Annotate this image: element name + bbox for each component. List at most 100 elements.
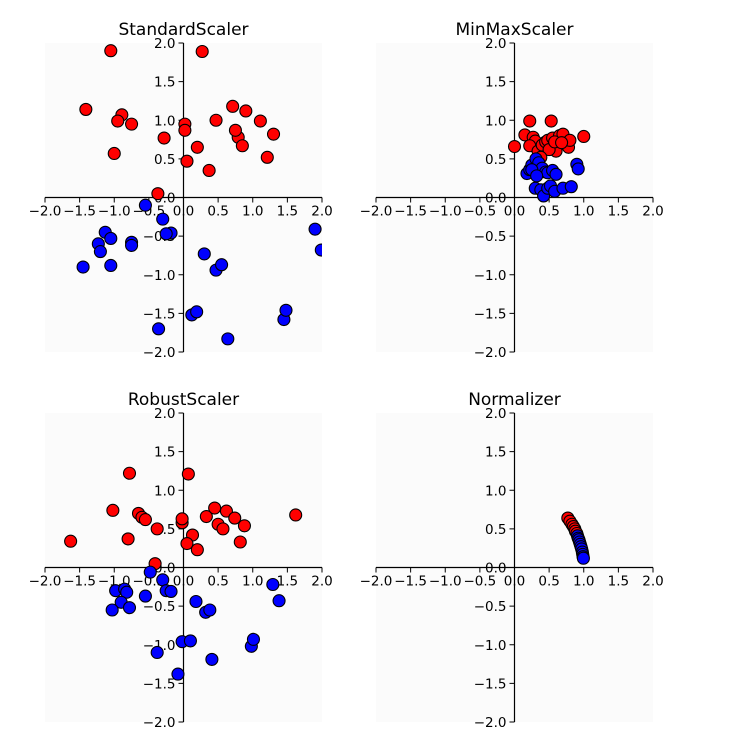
blue-point (138, 198, 152, 212)
y-tick-label: 1.0 (485, 113, 506, 129)
y-tick-label: −1.5 (474, 306, 507, 322)
x-tick-label: 1.5 (277, 574, 298, 590)
y-tick-label: 0.0 (485, 191, 506, 207)
y-tick-label: −1.0 (143, 268, 176, 284)
blue-point (104, 231, 118, 245)
x-tick-label: 1.5 (277, 204, 298, 220)
red-point (178, 123, 192, 137)
red-point (239, 104, 253, 118)
x-tick-label: −1.0 (429, 574, 462, 590)
red-point (199, 509, 213, 524)
blue-point (156, 573, 170, 587)
blue-point (571, 162, 585, 176)
red-point (216, 522, 230, 536)
subplot-3: RobustScaler−2.0 −1.5 −1.0 −0.5 0.0 0.5 1.0 1.5… (29, 390, 333, 731)
blue-point (156, 212, 170, 226)
x-tick-label: −0.5 (463, 204, 496, 220)
y-tick-label: −0.5 (143, 599, 176, 615)
blue-point (138, 589, 152, 603)
x-tick-label: −1.5 (63, 574, 96, 590)
red-point (180, 537, 194, 551)
blue-point (221, 332, 235, 346)
x-tick-label: −0.5 (463, 574, 496, 590)
y-tick-label: 1.0 (485, 483, 506, 499)
x-tick-label: −1.5 (394, 204, 427, 220)
blue-point (272, 594, 286, 608)
blue-point (215, 258, 229, 272)
y-tick-label: 2.0 (485, 36, 506, 52)
blue-point (122, 601, 137, 615)
points-group (76, 44, 322, 346)
red-point (151, 187, 165, 201)
blue-point (576, 551, 590, 565)
x-tick-label: 0.0 (173, 204, 194, 220)
blue-point (205, 652, 219, 666)
x-tick-label: 0.0 (504, 574, 525, 590)
x-tick-label: 1.0 (242, 204, 263, 220)
y-tick-label: 0.5 (154, 152, 175, 168)
blue-point (197, 247, 211, 261)
red-point (260, 150, 274, 164)
blue-point (530, 169, 544, 183)
x-tick-label: 1.5 (608, 204, 629, 220)
red-point (175, 512, 189, 526)
x-tick-label: −1.0 (429, 204, 462, 220)
y-tick-label: −1.5 (143, 306, 176, 322)
red-point (181, 467, 195, 481)
blue-point (308, 222, 322, 236)
subplot-2: MinMaxScaler−2.0 −1.5 −1.0 −0.5 0.0 0.5 1.0 1.5… (360, 20, 664, 361)
x-tick-label: 2.0 (642, 204, 663, 220)
x-tick-label: −2.0 (29, 574, 62, 590)
red-point (253, 114, 267, 128)
points-group (507, 114, 591, 203)
x-tick-label: 0.0 (173, 574, 194, 590)
x-tick-label: 1.0 (573, 204, 594, 220)
y-tick-label: −1.5 (474, 676, 507, 692)
x-tick-label: −1.5 (394, 574, 427, 590)
blue-point (549, 167, 563, 181)
x-tick-label: −2.0 (360, 574, 393, 590)
blue-point (183, 634, 197, 648)
y-tick-label: 1.0 (154, 113, 175, 129)
red-point (150, 522, 164, 536)
subplot-4: Normalizer−2.0 −1.5 −1.0 −0.5 0.0 0.5 1.0 1.5 2.… (360, 390, 664, 731)
blue-point (171, 667, 185, 681)
subplot-title: RobustScaler (128, 390, 239, 410)
y-tick-label: 1.0 (154, 483, 175, 499)
x-tick-label: −2.0 (360, 204, 393, 220)
y-tick-label: −1.5 (143, 676, 176, 692)
red-point (122, 466, 137, 480)
red-point (190, 543, 204, 557)
y-tick-label: −1.0 (474, 268, 507, 284)
y-tick-label: −0.5 (474, 599, 507, 615)
red-point (226, 99, 240, 113)
y-tick-label: −1.0 (474, 638, 507, 654)
red-point (266, 127, 281, 141)
red-point (237, 519, 251, 533)
y-tick-label: −2.0 (143, 345, 176, 361)
red-point (202, 163, 216, 178)
y-tick-label: 1.5 (154, 75, 175, 91)
red-point (106, 503, 120, 517)
y-tick-label: 0.5 (485, 522, 506, 538)
red-point (157, 131, 171, 145)
x-tick-label: −1.5 (63, 204, 96, 220)
blue-point (189, 594, 203, 609)
red-point (228, 123, 242, 137)
red-point (64, 534, 78, 548)
points-group (561, 511, 590, 565)
y-tick-label: 2.0 (485, 406, 506, 422)
red-point (195, 44, 209, 59)
red-point (233, 535, 247, 549)
blue-point (203, 603, 217, 617)
blue-point (120, 585, 134, 599)
red-point (121, 532, 135, 546)
blue-point (279, 303, 293, 317)
x-tick-label: 1.0 (573, 574, 594, 590)
x-tick-label: −1.0 (98, 204, 131, 220)
y-tick-label: 0.5 (485, 152, 506, 168)
blue-point (105, 603, 119, 617)
blue-point (152, 322, 166, 336)
x-tick-label: 1.5 (608, 574, 629, 590)
